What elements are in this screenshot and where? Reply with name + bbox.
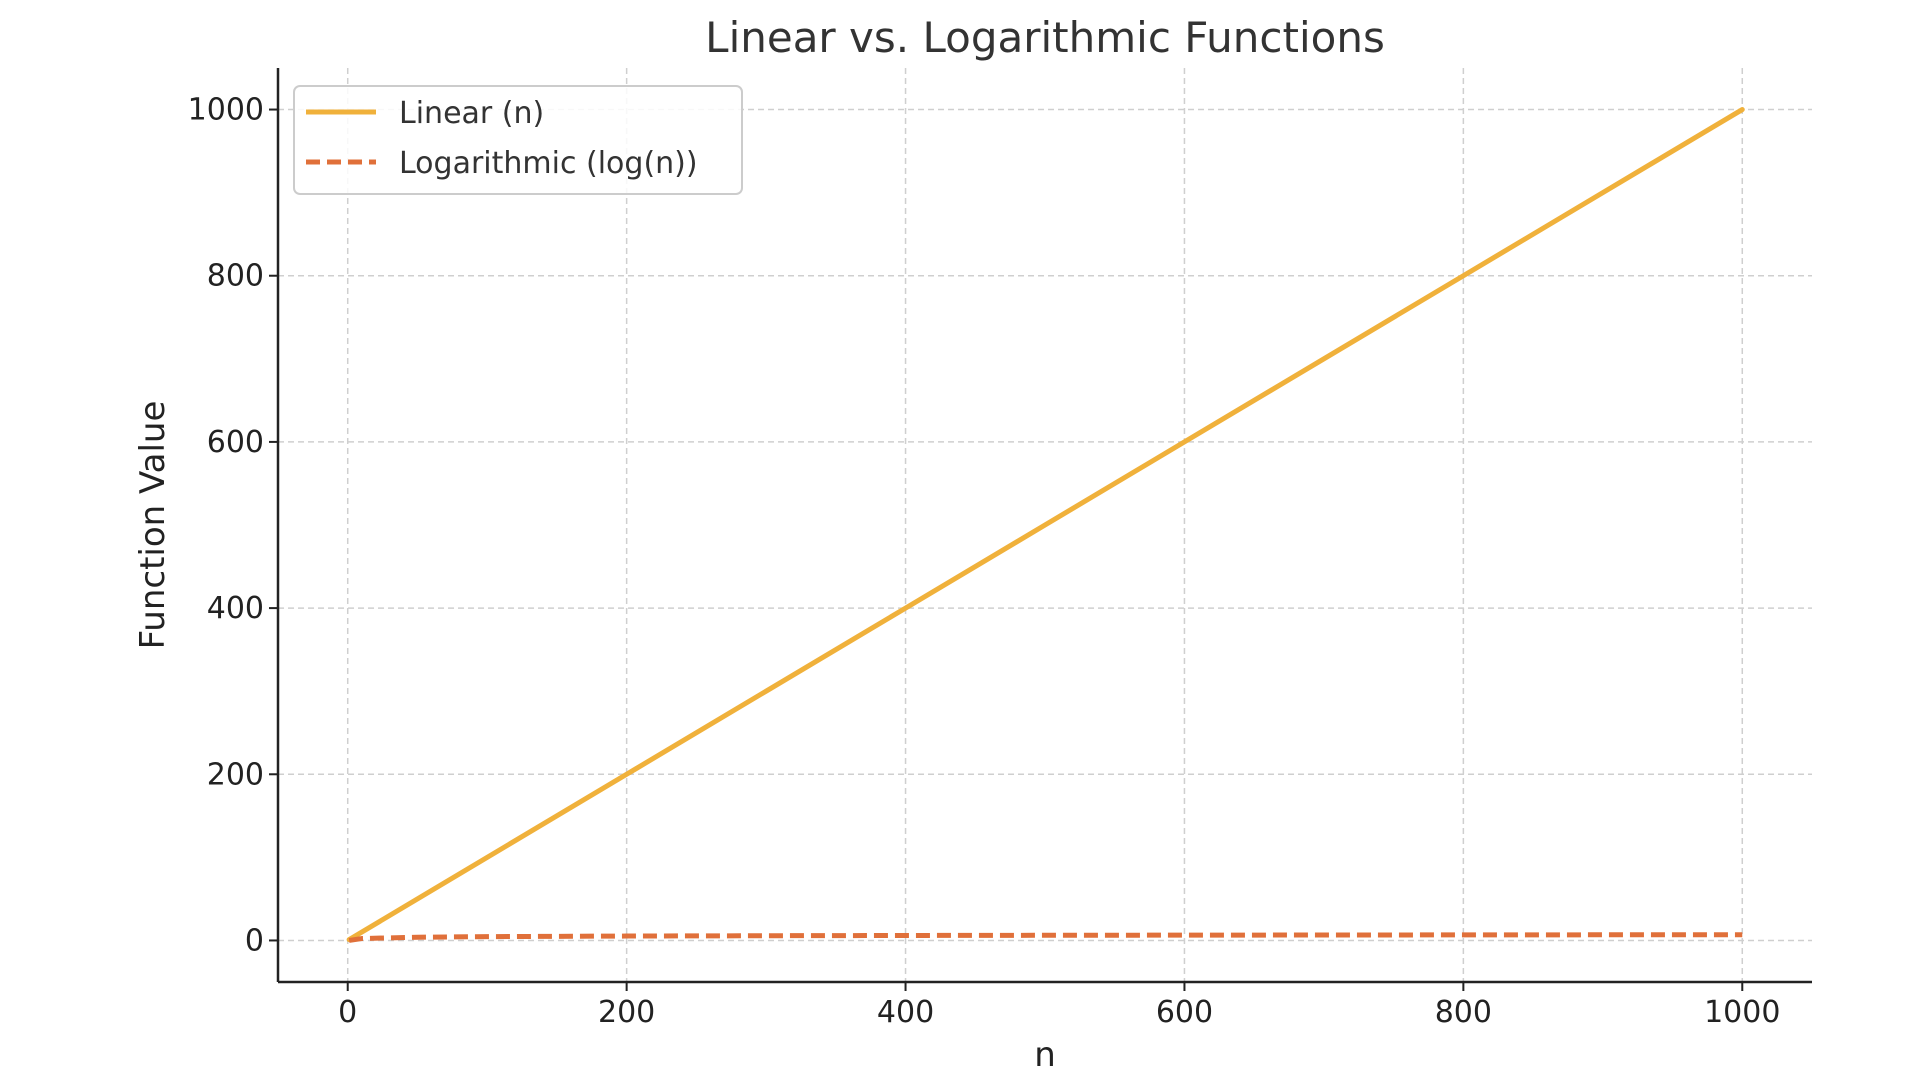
chart-title: Linear vs. Logarithmic Functions — [705, 13, 1385, 62]
x-axis-label: n — [1034, 1035, 1056, 1075]
x-tick-label-1000: 1000 — [1704, 995, 1780, 1030]
axes — [276, 68, 1812, 984]
legend-label-logarithmic: Logarithmic (log(n)) — [399, 146, 698, 181]
y-tick-label-200: 200 — [207, 757, 264, 792]
x-tick-label-600: 600 — [1156, 995, 1213, 1030]
legend-label-linear: Linear (n) — [399, 96, 544, 131]
legend: Linear (n) Logarithmic (log(n)) — [293, 85, 743, 195]
ticks: 0 200 400 600 800 1000 0 200 400 600 800 1000 — [188, 93, 1781, 1030]
y-tick-label-600: 600 — [207, 425, 264, 460]
series-lines — [346, 107, 1745, 943]
y-tick-label-400: 400 — [207, 591, 264, 626]
legend-box — [293, 85, 743, 195]
y-tick-label-1000: 1000 — [188, 93, 264, 128]
y-axis-label: Function Value — [133, 401, 173, 650]
y-tick-label-800: 800 — [207, 259, 264, 294]
y-tick-label-0: 0 — [245, 923, 264, 958]
series-line-logarithmic — [348, 932, 1743, 943]
x-tick-label-400: 400 — [877, 995, 934, 1030]
x-tick-label-200: 200 — [598, 995, 655, 1030]
x-tick-label-800: 800 — [1435, 995, 1492, 1030]
x-tick-label-0: 0 — [338, 995, 357, 1030]
series-line-linear — [346, 107, 1745, 943]
